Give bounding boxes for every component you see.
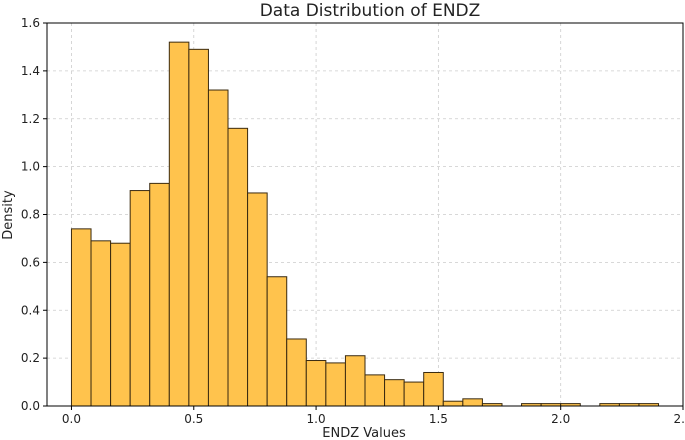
histogram-bar — [70, 228, 92, 407]
y-tick-label: 1.0 — [21, 160, 40, 174]
histogram-bar — [207, 89, 229, 407]
histogram-bar — [325, 362, 346, 407]
histogram-bar — [247, 192, 268, 407]
bars-layer — [70, 41, 660, 407]
x-tick-label: 2.0 — [551, 412, 570, 426]
x-tick-label: 1.5 — [429, 412, 448, 426]
histogram-bar — [227, 127, 249, 407]
histogram-bar — [168, 41, 190, 407]
histogram-bar — [442, 400, 464, 407]
histogram-bar — [423, 371, 444, 407]
histogram-bar — [90, 240, 112, 407]
x-tick-label: 0.0 — [62, 412, 81, 426]
y-tick-label: 0.2 — [21, 351, 40, 365]
histogram-bar — [149, 182, 170, 407]
histogram-bar — [110, 242, 131, 407]
x-tick-label: 1.0 — [307, 412, 326, 426]
y-tick-label: 1.4 — [21, 64, 40, 78]
histogram-bar — [305, 360, 327, 407]
x-tick-label: 0.5 — [184, 412, 203, 426]
x-axis-label: ENDZ Values — [322, 426, 406, 440]
histogram-bar — [286, 338, 307, 407]
histogram-bar — [188, 48, 209, 407]
histogram-bar — [384, 379, 405, 407]
histogram-bar — [462, 398, 483, 407]
histogram-bar — [403, 381, 425, 407]
y-tick-label: 1.6 — [21, 16, 40, 30]
y-tick-label: 0.8 — [21, 208, 40, 222]
x-tick-label: 2.5 — [673, 412, 685, 426]
histogram-bar — [129, 190, 151, 407]
y-tick-label: 0.0 — [21, 399, 40, 413]
axes-layer: 0.0 0.5 1.0 1.5 2.0 2.5 0.0 0.2 0.4 0.6 0.8 1.0 1.2 1… — [21, 16, 685, 426]
histogram-bar — [344, 355, 366, 407]
y-tick-label: 0.6 — [21, 255, 40, 269]
histogram-bar — [266, 276, 288, 407]
y-axis-label: Density — [1, 190, 16, 240]
chart-title: Data Distribution of ENDZ — [260, 1, 481, 21]
y-tick-label: 0.4 — [21, 303, 40, 317]
histogram-bar — [364, 374, 386, 407]
y-tick-label: 1.2 — [21, 112, 40, 126]
